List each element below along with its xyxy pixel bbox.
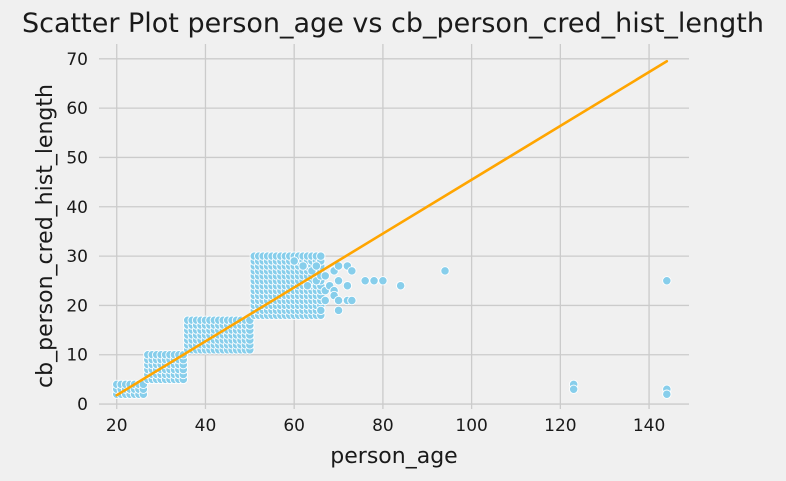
- scatter-point: [302, 281, 313, 291]
- scatter-point: [316, 251, 326, 261]
- scatter-point: [662, 276, 672, 286]
- x-tick-label: 40: [195, 416, 217, 436]
- x-tick-label: 140: [633, 416, 665, 436]
- y-tick-label: 50: [66, 148, 88, 168]
- trend-line: [115, 59, 669, 397]
- scatter-point: [360, 276, 370, 286]
- y-tick-label: 10: [66, 346, 88, 366]
- scatter-point: [333, 276, 344, 286]
- x-tick-label: 20: [106, 416, 128, 436]
- scatter-point: [333, 295, 344, 306]
- scatter-point: [320, 271, 330, 281]
- scatter-point: [316, 305, 326, 315]
- y-tick-labels: 0 10 20 30 40 50 60 70: [66, 50, 88, 415]
- x-tick-label: 80: [372, 416, 394, 436]
- x-tick-labels: 20 40 60 80 100 120 140: [106, 416, 665, 436]
- scatter-point: [333, 305, 344, 315]
- x-tick-label: 60: [283, 416, 305, 436]
- y-tick-label: 0: [77, 395, 88, 415]
- scatter-point: [320, 295, 330, 306]
- scatter-point: [289, 256, 299, 266]
- scatter-point: [311, 261, 322, 271]
- y-tick-label: 30: [66, 247, 88, 267]
- y-tick-label: 40: [66, 198, 88, 218]
- scatter-point: [569, 384, 579, 394]
- x-tick-label: 120: [544, 416, 576, 436]
- y-tick-label: 20: [66, 296, 88, 316]
- chart-title: Scatter Plot person_age vs cb_person_cre…: [22, 8, 764, 39]
- y-tick-label: 60: [66, 99, 88, 119]
- scatter-point: [369, 276, 379, 286]
- scatter-point: [395, 281, 406, 291]
- scatter-point: [378, 276, 388, 286]
- x-tick-label: 100: [455, 416, 487, 436]
- x-axis-label: person_age: [330, 444, 457, 469]
- scatter-point: [342, 281, 353, 291]
- scatter-point: [662, 389, 672, 399]
- y-axis-label: cb_person_cred_hist_length: [33, 84, 58, 388]
- y-tick-label: 70: [66, 50, 88, 70]
- scatter-point: [440, 266, 450, 276]
- scatter-point: [298, 261, 308, 271]
- trend-line-group: [115, 59, 669, 397]
- scatter-point: [347, 266, 357, 276]
- scatter-point: [347, 295, 357, 306]
